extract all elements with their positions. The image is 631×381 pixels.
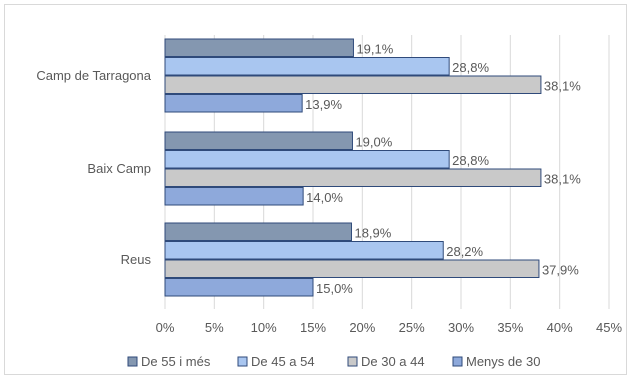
data-label: 15,0% [316,281,353,296]
data-label: 38,1% [544,79,581,94]
data-label: 28,8% [452,60,489,75]
legend-label: Menys de 30 [466,354,540,369]
x-tick-label: 10% [251,320,277,335]
legend-swatch [237,356,248,367]
x-tick-label: 30% [448,320,474,335]
x-tick-label: 0% [156,320,175,335]
bar [164,187,304,206]
data-label: 28,8% [452,153,489,168]
data-label: 13,9% [305,97,342,112]
data-label: 38,1% [544,172,581,187]
bar [164,150,450,169]
category-labels: Camp de Tarragona Baix Camp Reus [36,68,151,267]
data-label: 19,0% [355,135,392,150]
legend-label: De 30 a 44 [361,354,425,369]
x-tick-label: 25% [399,320,425,335]
x-tick-label: 15% [300,320,326,335]
bar [164,168,542,187]
category-label: Baix Camp [87,161,151,176]
category-label: Reus [121,252,152,267]
legend-swatch [347,356,358,367]
bar [164,131,353,150]
bar [164,75,542,94]
category-label: Camp de Tarragona [36,68,151,83]
bar [164,57,450,76]
data-labels: 19,1% 28,8% 38,1% 13,9% 19,0% 28,8% 38,1% 14,0%… [305,42,581,297]
x-tick-labels: 0% 5% 10% 15% 20% 25% 30% 35% 40% 45% [156,320,623,335]
legend-label: De 55 i més [141,354,211,369]
bars [164,38,542,297]
legend-swatch [127,356,138,367]
bar [164,241,444,260]
bar [164,38,354,57]
x-tick-label: 40% [547,320,573,335]
bar [164,222,352,241]
bar [164,259,540,278]
legend: De 55 i més De 45 a 54 De 30 a 44 Menys de … [127,354,540,369]
bar [164,278,314,297]
x-tick-label: 20% [349,320,375,335]
bar-chart: 19,1% 28,8% 38,1% 13,9% 19,0% 28,8% 38,1% 14,0%… [36,35,623,369]
x-tick-label: 5% [205,320,224,335]
data-label: 14,0% [306,190,343,205]
data-label: 18,9% [354,226,391,241]
x-tick-label: 45% [596,320,622,335]
legend-swatch [452,356,463,367]
chart-frame: 19,1% 28,8% 38,1% 13,9% 19,0% 28,8% 38,1% 14,0%… [4,4,627,375]
data-label: 37,9% [542,263,579,278]
legend-label: De 45 a 54 [251,354,315,369]
x-tick-label: 35% [497,320,523,335]
bar [164,94,303,113]
data-label: 28,2% [446,244,483,259]
data-label: 19,1% [356,42,393,57]
